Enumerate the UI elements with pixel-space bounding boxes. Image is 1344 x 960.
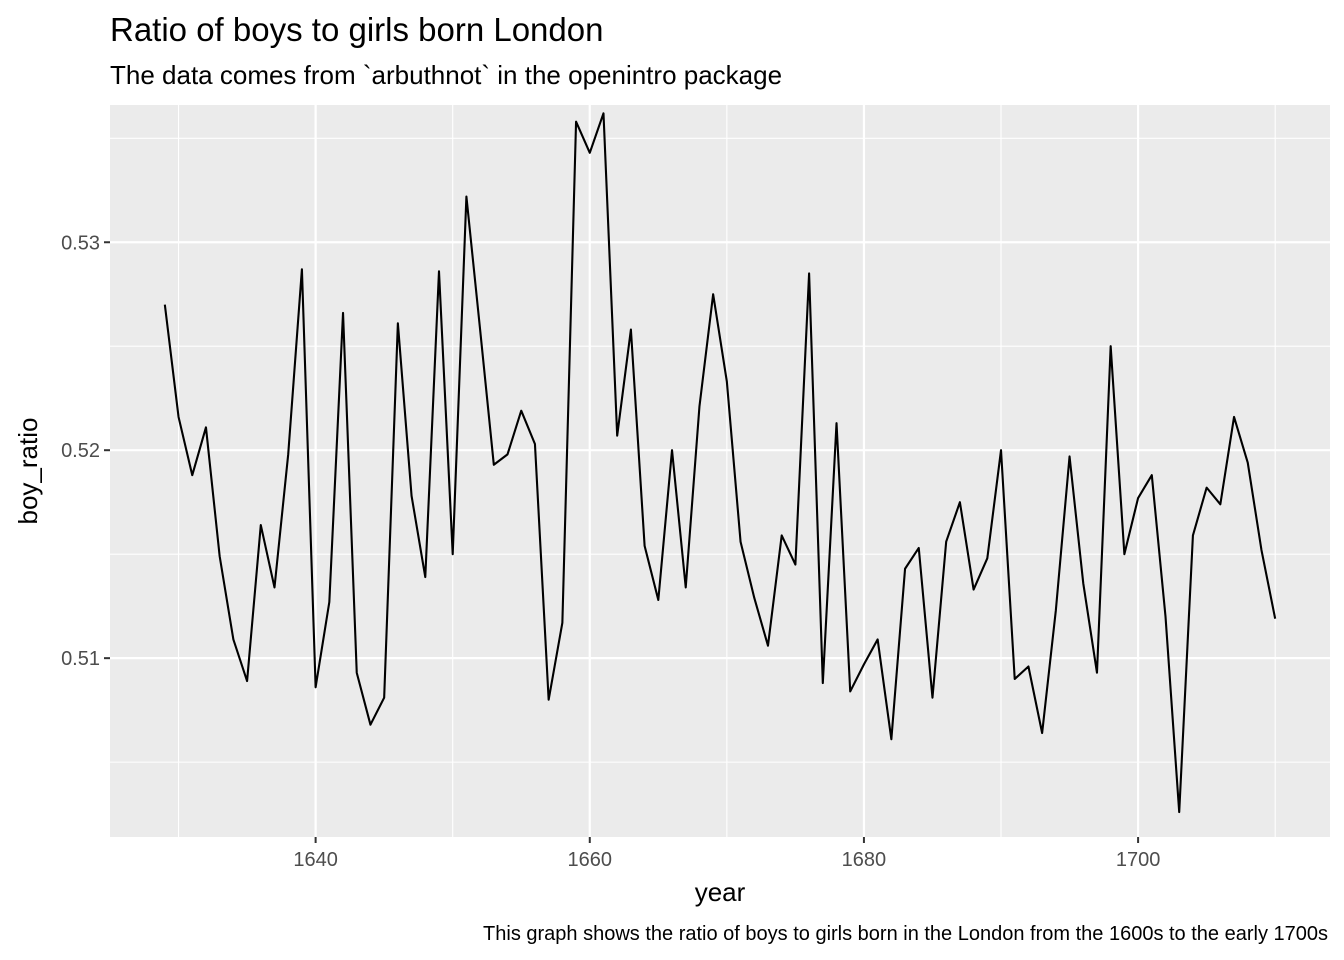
plot-panel [110, 105, 1330, 837]
chart-caption: This graph shows the ratio of boys to gi… [483, 923, 1328, 945]
y-tick-label: 0.52 [61, 440, 100, 462]
series-line [163, 112, 1277, 814]
x-tick-label: 1700 [1116, 849, 1161, 871]
y-tick-label: 0.53 [61, 232, 100, 254]
y-axis: 0.51 0.52 0.53 [61, 232, 110, 670]
x-tick-label: 1680 [842, 849, 887, 871]
major-gridlines [110, 105, 1330, 837]
x-tick-label: 1660 [568, 849, 613, 871]
y-tick-label: 0.51 [61, 648, 100, 670]
x-tick-label: 1640 [293, 849, 338, 871]
minor-gridlines [110, 105, 1330, 837]
chart-subtitle: The data comes from `arbuthnot` in the o… [110, 60, 782, 90]
x-axis-title: year [695, 877, 746, 907]
y-axis-title: boy_ratio [13, 418, 43, 525]
x-axis: 1640 1660 1680 1700 [293, 837, 1160, 871]
chart-title: Ratio of boys to girls born London [110, 11, 603, 48]
